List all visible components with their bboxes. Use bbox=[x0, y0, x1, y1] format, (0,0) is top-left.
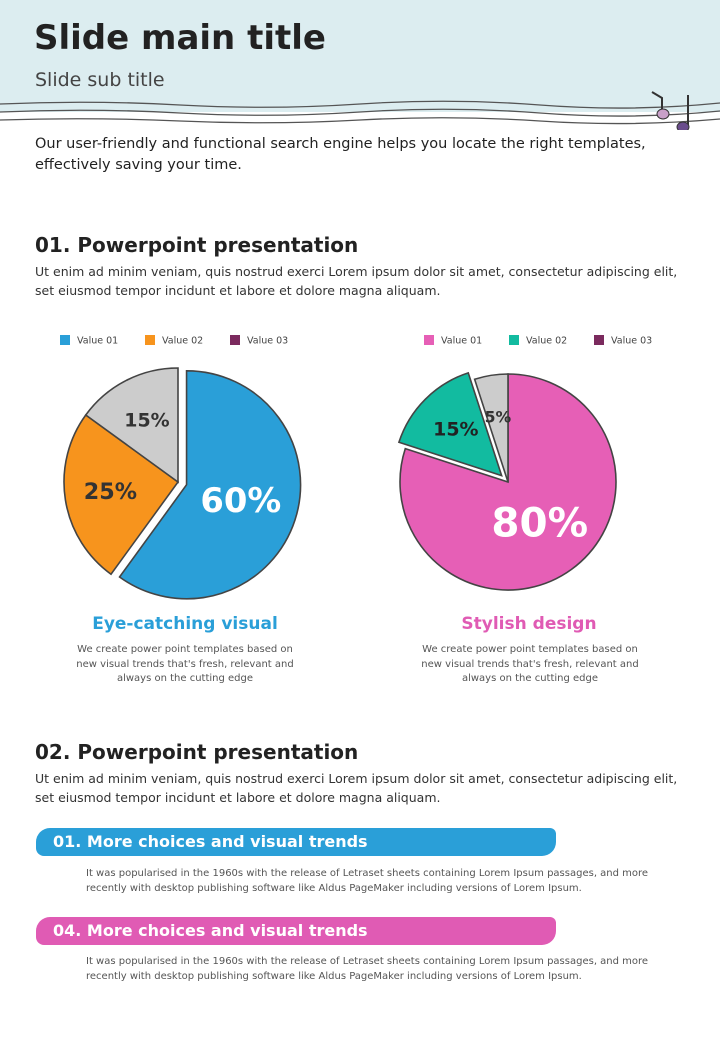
section-body: Ut enim ad minim veniam, quis nostrud ex… bbox=[35, 771, 678, 805]
chart-caption: Eye-catching visual bbox=[92, 614, 278, 634]
legend-swatch bbox=[145, 335, 155, 345]
slice-label: 25% bbox=[84, 479, 137, 505]
item-banner: 01. More choices and visual trends bbox=[36, 828, 556, 856]
subtitle: Slide sub title bbox=[35, 69, 165, 91]
legend-swatch bbox=[230, 335, 240, 345]
chart-description: We create power point templates based on… bbox=[421, 644, 639, 684]
pie-slice bbox=[473, 373, 509, 483]
legend-label: Value 01 bbox=[77, 336, 118, 347]
legend-label: Value 03 bbox=[611, 336, 652, 347]
legend-label: Value 02 bbox=[162, 336, 203, 347]
title: Slide main title bbox=[34, 18, 326, 58]
legend-swatch bbox=[424, 335, 434, 345]
legend-label: Value 01 bbox=[441, 336, 482, 347]
chart-description: We create power point templates based on… bbox=[76, 644, 294, 684]
pie-slice bbox=[84, 367, 179, 484]
legend-swatch bbox=[594, 335, 604, 345]
slice-label: 60% bbox=[200, 481, 281, 520]
section-body: Ut enim ad minim veniam, quis nostrud ex… bbox=[35, 264, 678, 298]
pie-slice bbox=[397, 371, 503, 477]
item-body: It was popularised in the 1960s with the… bbox=[86, 868, 649, 894]
legend-label: Value 02 bbox=[526, 336, 567, 347]
intro: Our user-friendly and functional search … bbox=[35, 136, 646, 173]
slice-label: 80% bbox=[491, 499, 588, 547]
pie-chart: Value 01 Value 02 Value 03 60% 25% 15% bbox=[60, 335, 302, 600]
pie-slice bbox=[399, 373, 617, 591]
legend-label: Value 03 bbox=[247, 336, 288, 347]
slice-label: 15% bbox=[433, 418, 478, 440]
pie-chart: Value 01 Value 02 Value 03 80% 15% 5% bbox=[397, 335, 652, 591]
section-heading: 01. Powerpoint presentation bbox=[35, 233, 359, 257]
section-heading: 02. Powerpoint presentation bbox=[35, 740, 359, 764]
item-banner: 04. More choices and visual trends bbox=[36, 917, 556, 945]
header-band bbox=[0, 0, 720, 130]
pie-slice bbox=[118, 369, 302, 600]
legend-swatch bbox=[509, 335, 519, 345]
item-body: It was popularised in the 1960s with the… bbox=[86, 956, 649, 982]
slice-label: 5% bbox=[485, 407, 512, 426]
slice-label: 15% bbox=[124, 410, 169, 432]
chart-caption: Stylish design bbox=[461, 614, 597, 634]
legend-swatch bbox=[60, 335, 70, 345]
pie-slice bbox=[63, 413, 180, 576]
